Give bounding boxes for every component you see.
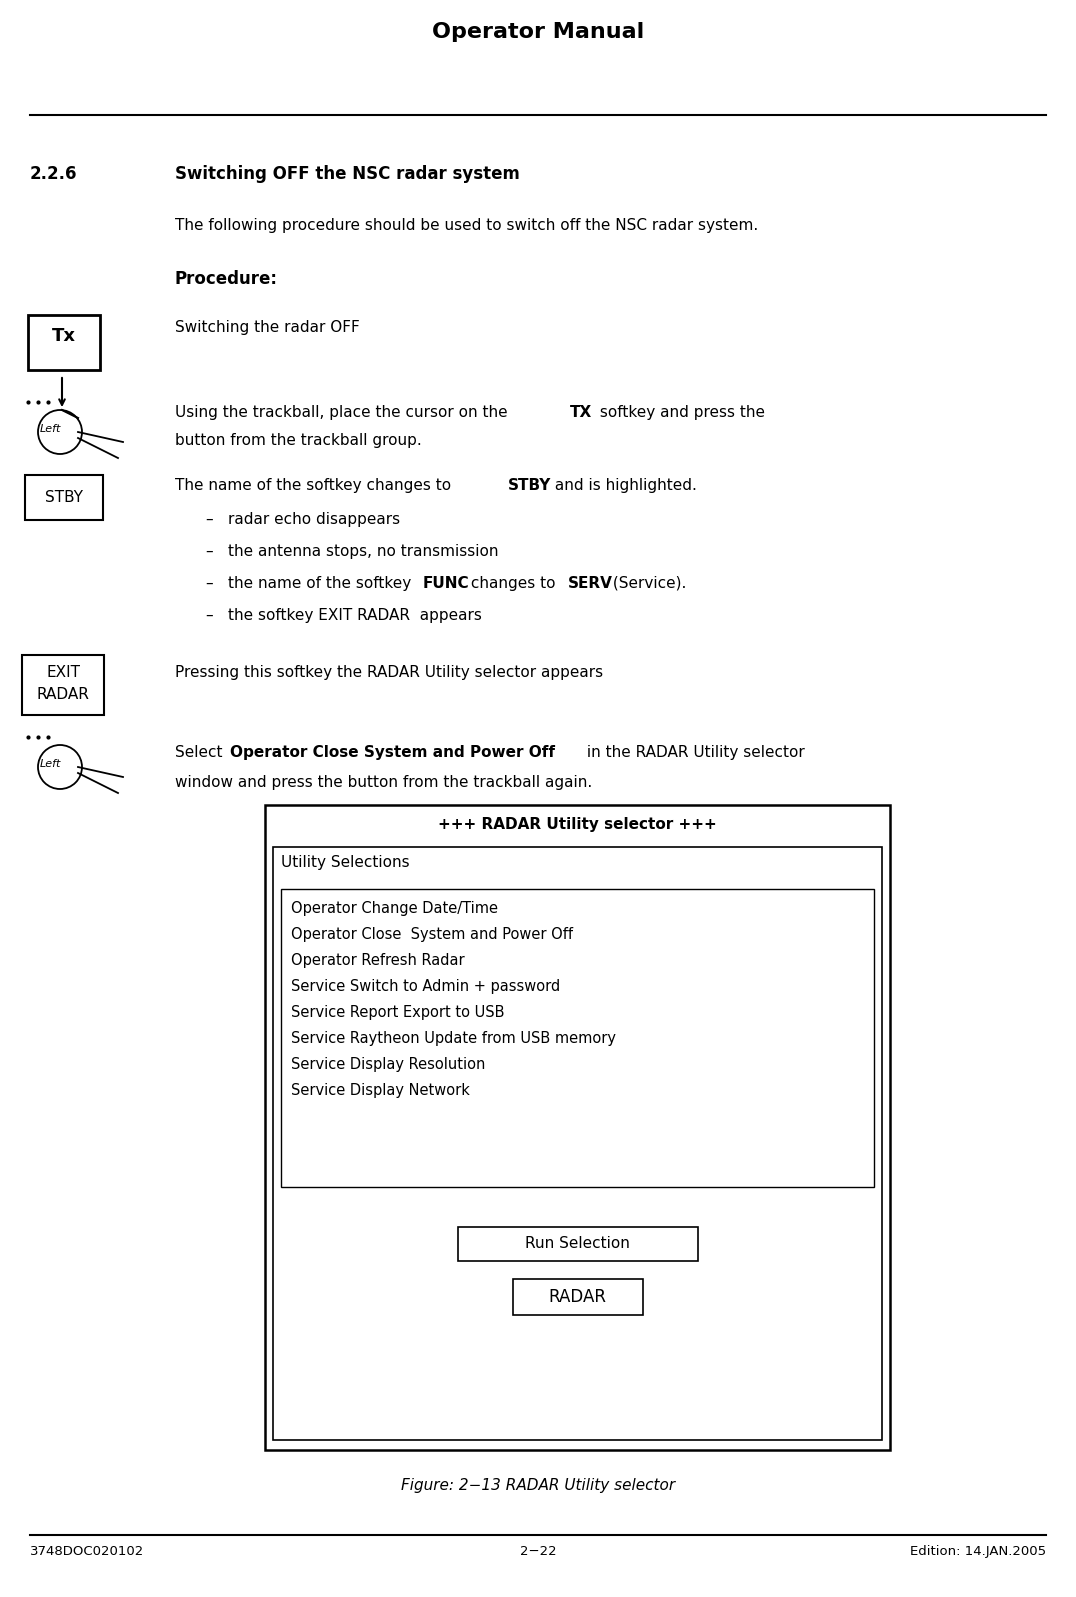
Text: the name of the softkey: the name of the softkey: [228, 577, 416, 591]
Text: 2−22: 2−22: [520, 1544, 556, 1559]
Text: Switching OFF the NSC radar system: Switching OFF the NSC radar system: [175, 164, 520, 184]
Text: STBY: STBY: [508, 478, 551, 493]
Text: –: –: [206, 608, 213, 623]
Text: Using the trackball, place the cursor on the: Using the trackball, place the cursor on…: [175, 406, 512, 420]
Bar: [25, 474, 103, 521]
Text: Procedure:: Procedure:: [175, 270, 278, 287]
Text: FUNC: FUNC: [423, 577, 469, 591]
Bar: [512, 1279, 642, 1314]
Text: RADAR: RADAR: [37, 687, 89, 703]
Text: Operator Close System and Power Off: Operator Close System and Power Off: [230, 744, 555, 760]
Text: radar echo disappears: radar echo disappears: [228, 513, 400, 527]
Bar: [281, 890, 874, 1187]
Text: Tx: Tx: [52, 327, 76, 345]
Text: Operator Close  System and Power Off: Operator Close System and Power Off: [291, 926, 574, 942]
Text: STBY: STBY: [45, 490, 83, 505]
Text: the antenna stops, no transmission: the antenna stops, no transmission: [228, 545, 498, 559]
Text: in the RADAR Utility selector: in the RADAR Utility selector: [582, 744, 805, 760]
Text: Operator Refresh Radar: Operator Refresh Radar: [291, 953, 465, 968]
Text: Edition: 14.JAN.2005: Edition: 14.JAN.2005: [910, 1544, 1046, 1559]
Text: button from the trackball group.: button from the trackball group.: [175, 433, 422, 449]
Text: RADAR: RADAR: [549, 1289, 607, 1306]
Text: Operator Manual: Operator Manual: [431, 22, 645, 42]
Text: +++ RADAR Utility selector +++: +++ RADAR Utility selector +++: [438, 818, 717, 832]
Text: –: –: [206, 513, 213, 527]
Text: Service Display Resolution: Service Display Resolution: [291, 1057, 485, 1072]
Text: softkey and press the: softkey and press the: [595, 406, 765, 420]
Text: –: –: [206, 545, 213, 559]
Text: The name of the softkey changes to: The name of the softkey changes to: [175, 478, 456, 493]
Text: (Service).: (Service).: [608, 577, 686, 591]
Text: –: –: [206, 577, 213, 591]
Bar: [265, 805, 890, 1450]
Text: Service Raytheon Update from USB memory: Service Raytheon Update from USB memory: [291, 1032, 615, 1046]
Text: 2.2.6: 2.2.6: [30, 164, 77, 184]
Text: 3748DOC020102: 3748DOC020102: [30, 1544, 144, 1559]
Text: the softkey EXIT RADAR  appears: the softkey EXIT RADAR appears: [228, 608, 482, 623]
Text: Run Selection: Run Selection: [525, 1236, 629, 1252]
Text: TX: TX: [570, 406, 592, 420]
Text: The following procedure should be used to switch off the NSC radar system.: The following procedure should be used t…: [175, 219, 759, 233]
Text: Select: Select: [175, 744, 227, 760]
Bar: [28, 315, 100, 371]
Text: Left: Left: [40, 423, 60, 434]
Text: EXIT: EXIT: [46, 664, 80, 680]
Text: SERV: SERV: [568, 577, 613, 591]
Text: Service Report Export to USB: Service Report Export to USB: [291, 1005, 505, 1020]
Bar: [273, 846, 882, 1440]
Text: and is highlighted.: and is highlighted.: [550, 478, 697, 493]
Text: changes to: changes to: [466, 577, 561, 591]
Text: Operator Change Date/Time: Operator Change Date/Time: [291, 901, 498, 917]
Text: Pressing this softkey the RADAR Utility selector appears: Pressing this softkey the RADAR Utility …: [175, 664, 604, 680]
Bar: [457, 1226, 697, 1262]
Text: window and press the button from the trackball again.: window and press the button from the tra…: [175, 775, 592, 791]
Bar: [22, 655, 104, 715]
Text: Utility Selections: Utility Selections: [281, 854, 410, 870]
Text: Left: Left: [40, 759, 60, 770]
Text: Figure: 2−13 RADAR Utility selector: Figure: 2−13 RADAR Utility selector: [401, 1477, 675, 1493]
Text: Service Switch to Admin + password: Service Switch to Admin + password: [291, 979, 561, 993]
Text: Switching the radar OFF: Switching the radar OFF: [175, 319, 359, 335]
Text: Service Display Network: Service Display Network: [291, 1083, 470, 1099]
